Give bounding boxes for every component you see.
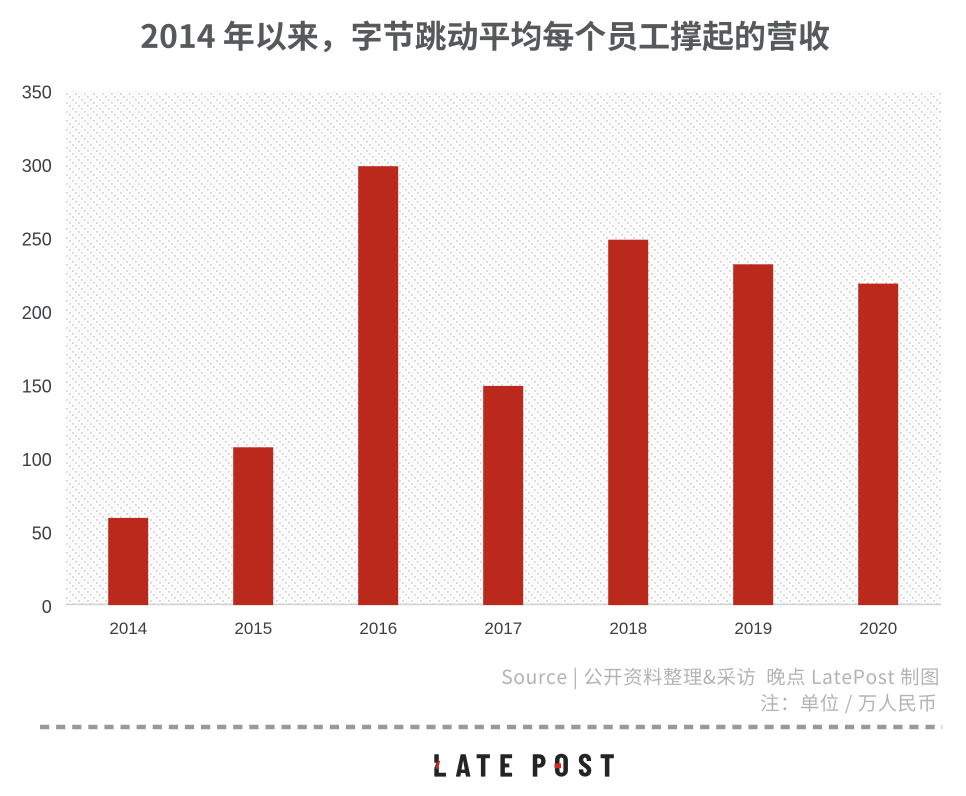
svg-text:2016: 2016 <box>359 619 397 638</box>
svg-text:50: 50 <box>32 524 52 544</box>
svg-text:250: 250 <box>22 230 52 250</box>
svg-text:150: 150 <box>22 377 52 397</box>
svg-text:300: 300 <box>22 156 52 176</box>
svg-text:350: 350 <box>22 83 52 103</box>
svg-text:2020: 2020 <box>859 619 897 638</box>
svg-text:2018: 2018 <box>609 619 647 638</box>
svg-text:200: 200 <box>22 303 52 323</box>
svg-text:2019: 2019 <box>734 619 772 638</box>
svg-text:2014: 2014 <box>109 619 147 638</box>
svg-text:0: 0 <box>42 597 52 617</box>
svg-text:2017: 2017 <box>484 619 522 638</box>
svg-text:100: 100 <box>22 450 52 470</box>
svg-text:2015: 2015 <box>234 619 272 638</box>
